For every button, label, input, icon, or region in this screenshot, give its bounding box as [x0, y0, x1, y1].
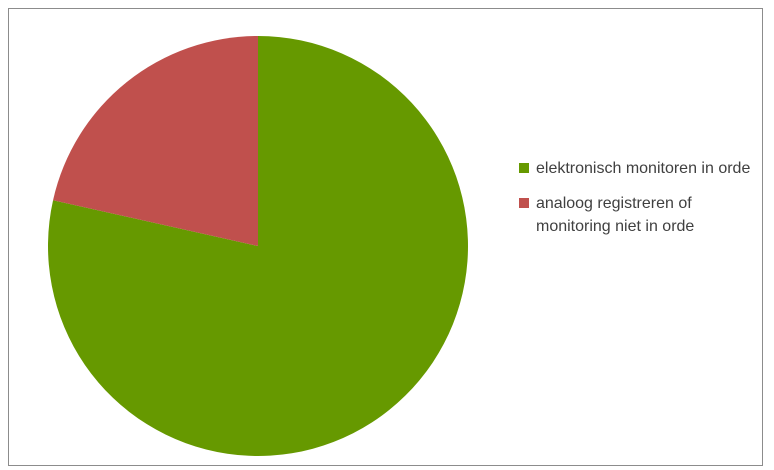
legend-swatch-analoog — [519, 198, 529, 208]
chart-area: elektronisch monitoren in orde analoog r… — [8, 8, 763, 466]
legend-swatch-elektronisch — [519, 163, 529, 173]
legend-label-elektronisch: elektronisch monitoren in orde — [536, 160, 751, 177]
pie-chart — [48, 36, 469, 457]
legend-label-analoog: analoog registreren of monitoring niet i… — [536, 195, 695, 235]
pie-slice-analoog — [53, 36, 258, 246]
legend: elektronisch monitoren in orde analoog r… — [519, 157, 764, 250]
legend-item-elektronisch: elektronisch monitoren in orde — [519, 157, 764, 180]
pie-slice-elektronisch — [48, 36, 469, 457]
legend-item-analoog: analoog registreren of monitoring niet i… — [519, 192, 764, 238]
